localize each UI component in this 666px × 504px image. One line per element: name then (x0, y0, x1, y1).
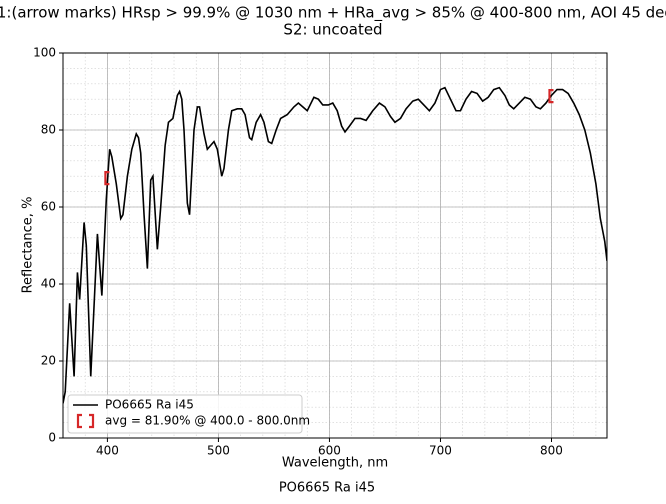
chart-subtitle: S2: uncoated (283, 21, 382, 39)
y-tick-label: 60 (41, 200, 56, 214)
y-tick-label: 20 (41, 354, 56, 368)
legend-marker (76, 413, 82, 429)
legend-marker (89, 413, 95, 429)
legend-box (67, 394, 303, 434)
plot-frame (62, 52, 608, 439)
y-tick-label: 40 (41, 277, 56, 291)
x-tick-label: 700 (429, 444, 452, 458)
x-axis-label: Wavelength, nm (282, 456, 388, 471)
y-axis-label: Reflectance, % (21, 197, 36, 294)
caption: PO6665 Ra i45 (279, 481, 375, 496)
y-tick-label: 100 (33, 46, 56, 60)
data-point (104, 171, 110, 186)
x-tick-label: 600 (318, 444, 341, 458)
y-tick-label: 80 (41, 123, 56, 137)
x-tick-label: 800 (540, 444, 563, 458)
y-tick-label: 0 (48, 431, 56, 445)
chart-title: S1:(arrow marks) HRsp > 99.9% @ 1030 nm … (0, 4, 666, 23)
legend-label: avg = 81.90% @ 400.0 - 800.0nm (105, 414, 310, 428)
legend-label: PO6665 Ra i45 (105, 398, 194, 412)
data-line (63, 86, 607, 404)
data-point (548, 89, 554, 104)
x-tick-label: 400 (96, 444, 119, 458)
x-tick-label: 500 (207, 444, 230, 458)
